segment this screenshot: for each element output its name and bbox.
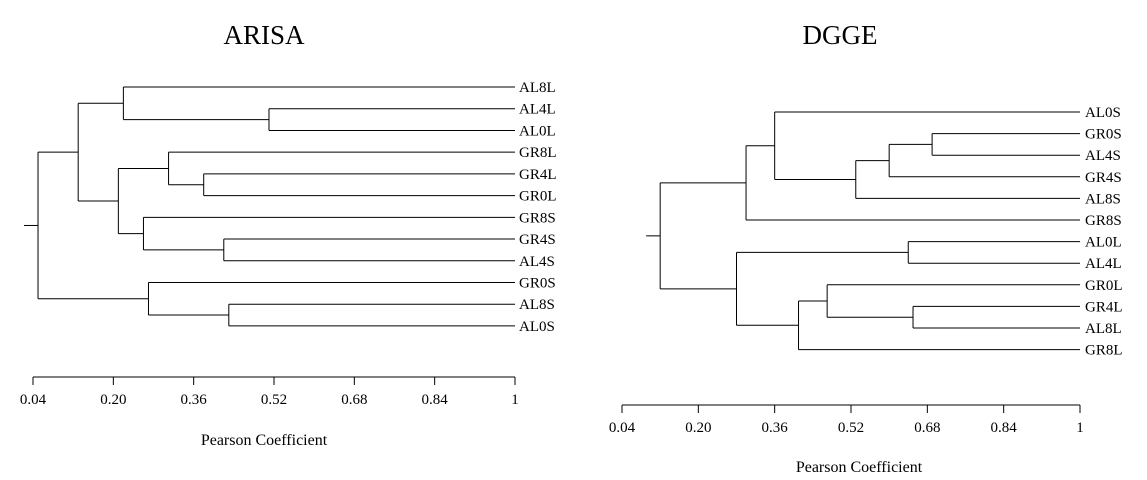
dgge-x-axis-label: Pearson Coefficient: [796, 459, 923, 476]
dgge-leaf-labels: AL0S GR0S AL4S GR4S AL8S GR8S AL0L AL4L GR0L GR4L…: [1085, 105, 1123, 359]
x-tick-label: 0.52: [838, 420, 864, 436]
leaf-label: GR4S: [1085, 170, 1122, 186]
leaf-label: GR0S: [1085, 127, 1122, 143]
arisa-x-axis: 0.04 0.20 0.36 0.52 0.68 0.84 1: [20, 376, 519, 408]
x-tick-label: 0.04: [20, 392, 47, 408]
x-tick-label: 0.84: [422, 392, 449, 408]
leaf-label: AL0S: [519, 319, 555, 335]
arisa-dendrogram: ARISA AL8LAL4LAL0LGR8LGR4LGR0LGR8SGR4SAL…: [20, 20, 557, 449]
x-tick-label: 1: [1076, 420, 1084, 436]
leaf-label: AL8L: [1085, 321, 1122, 337]
arisa-x-axis-label: Pearson Coefficient: [201, 432, 328, 449]
leaf-label: AL4L: [519, 102, 556, 118]
leaf-label: AL4L: [1085, 256, 1122, 272]
leaf-label: AL4S: [1085, 148, 1121, 164]
x-tick-label: 0.68: [341, 392, 367, 408]
leaf-label: AL8L: [519, 80, 556, 96]
leaf-label: GR4L: [519, 167, 557, 183]
leaf-label: AL8S: [1085, 191, 1121, 207]
leaf-label: AL4S: [519, 254, 555, 270]
leaf-label: AL0L: [1085, 235, 1122, 251]
x-tick-label: 0.68: [914, 420, 940, 436]
leaf-label: AL8S: [519, 297, 555, 313]
dgge-title: DGGE: [803, 20, 878, 50]
x-tick-label: 0.04: [609, 420, 636, 436]
leaf-label: GR0L: [1085, 278, 1123, 294]
dgge-branches: [646, 111, 1080, 351]
leaf-label: GR4L: [1085, 299, 1123, 315]
arisa-title: ARISA: [223, 20, 305, 50]
x-tick-label: 0.84: [991, 420, 1018, 436]
x-tick-label: 0.36: [181, 392, 208, 408]
leaf-label: GR8L: [1085, 343, 1123, 359]
x-tick-label: 0.20: [100, 392, 126, 408]
arisa-leaf-labels: AL8L AL4L AL0L GR8L GR4L GR0L GR8S GR4S AL4S GR0S…: [519, 80, 557, 335]
x-tick-label: 0.36: [762, 420, 789, 436]
x-tick-label: 1: [511, 392, 519, 408]
dgge-dendrogram: DGGE AL0S GR0S AL4S GR4S AL8S GR8S AL0L AL4L GR0…: [609, 20, 1123, 476]
arisa-branches: [24, 86, 515, 327]
leaf-label: GR0S: [519, 275, 556, 291]
leaf-label: GR8S: [519, 210, 556, 226]
leaf-label: GR4S: [519, 232, 556, 248]
leaf-label: GR8S: [1085, 213, 1122, 229]
x-tick-label: 0.20: [685, 420, 711, 436]
dgge-x-axis: 0.04 0.20 0.36 0.52 0.68 0.84 1: [609, 404, 1084, 436]
leaf-label: GR8L: [519, 145, 557, 161]
leaf-label: AL0L: [519, 123, 556, 139]
x-tick-label: 0.52: [261, 392, 287, 408]
leaf-label: AL0S: [1085, 105, 1121, 121]
leaf-label: GR0L: [519, 189, 557, 205]
